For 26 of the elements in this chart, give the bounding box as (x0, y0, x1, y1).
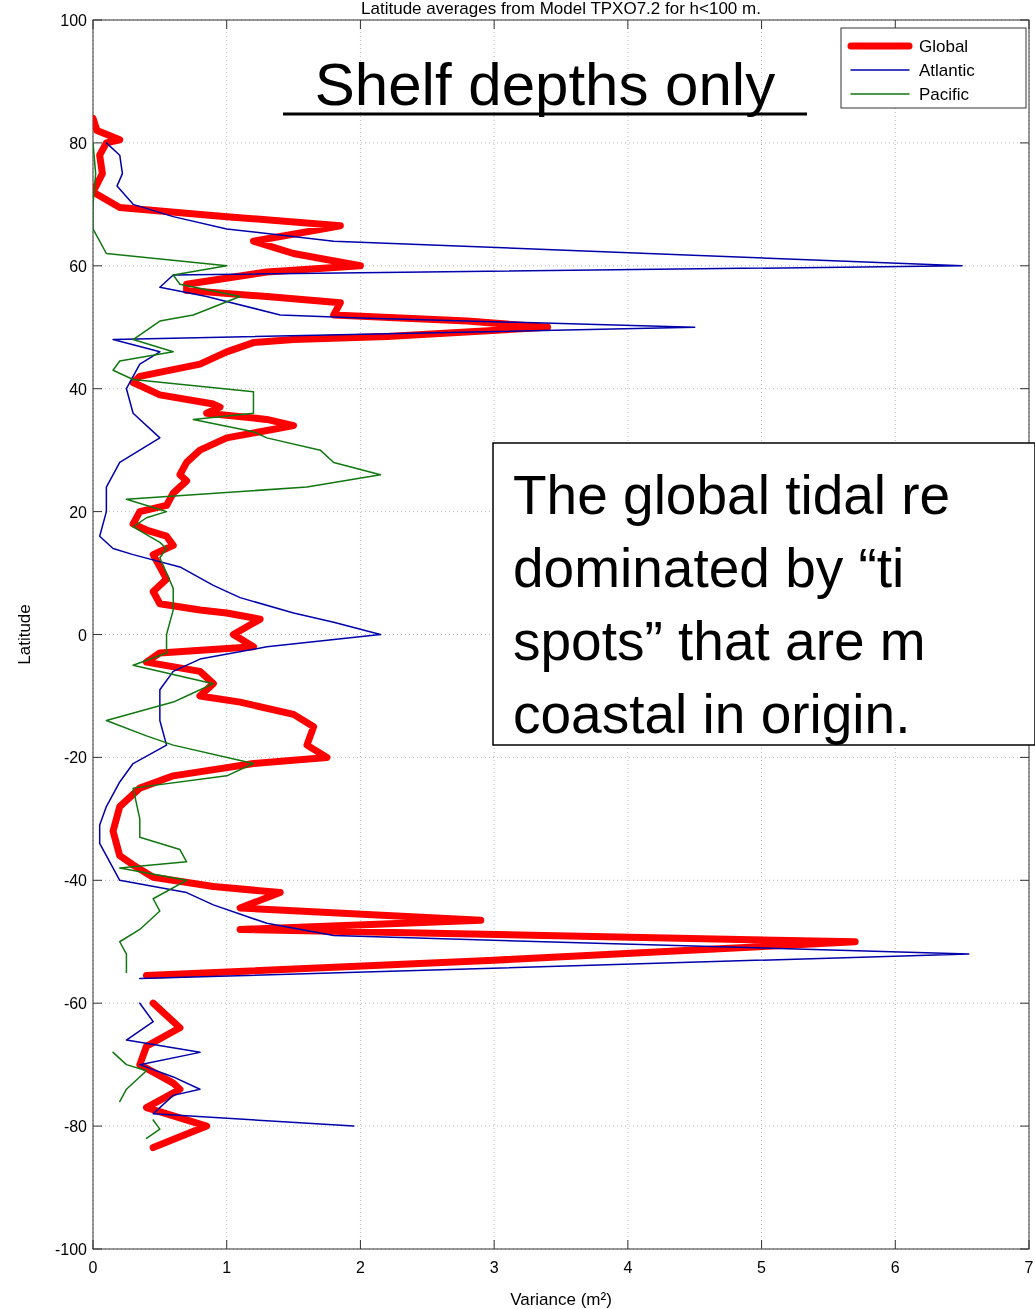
y-tick-label: -100 (54, 1241, 88, 1258)
x-tick-label: 1 (222, 1259, 232, 1276)
legend-label: Global (919, 37, 969, 56)
chart-title: Latitude averages from Model TPXO7.2 for h<100 m. (361, 0, 761, 18)
y-tick-label: 20 (69, 503, 88, 521)
x-tick-label: 7 (1024, 1259, 1034, 1276)
x-tick-label: 3 (489, 1259, 499, 1276)
y-tick-label: -80 (63, 1118, 88, 1136)
y-tick-label: 40 (69, 380, 88, 398)
x-tick-label: 6 (890, 1259, 900, 1276)
x-tick-label: 4 (623, 1259, 633, 1276)
legend-label: Pacific (919, 85, 970, 104)
y-tick-label: 80 (69, 134, 88, 152)
legend-label: Atlantic (919, 61, 976, 80)
x-axis-title: Variance (m²) (510, 1290, 612, 1309)
y-tick-label: 100 (60, 12, 88, 29)
y-tick-label: 60 (69, 257, 88, 275)
y-axis-title: Latitude (15, 604, 34, 665)
y-tick-label: -20 (63, 749, 88, 767)
x-tick-label: 5 (757, 1259, 767, 1276)
y-tick-label: -40 (63, 872, 88, 890)
x-tick-label: 2 (355, 1259, 365, 1276)
annotation: Shelf depths only (314, 51, 776, 118)
y-tick-label: -60 (63, 995, 88, 1013)
annotation: The global tidal re dominated by “ti spots” that are m coastal in origin. (513, 464, 951, 745)
y-tick-label: 0 (78, 626, 88, 644)
